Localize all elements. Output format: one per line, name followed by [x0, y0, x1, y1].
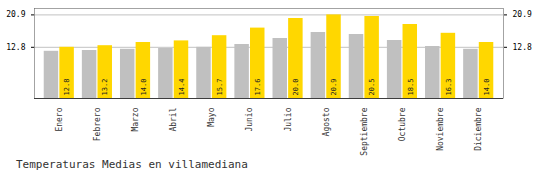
html-text:Temperaturas Medias en villame: Temperaturas Medias en villamediana — [16, 158, 248, 171]
svg-text:14.0: 14.0 — [140, 79, 148, 96]
svg-text:Junio: Junio — [245, 107, 254, 131]
svg-text:Agosto: Agosto — [322, 107, 331, 136]
svg-text:Enero: Enero — [55, 107, 64, 131]
svg-text:15.7: 15.7 — [216, 79, 224, 96]
svg-text:Marzo: Marzo — [131, 107, 140, 131]
svg-text:Abril: Abril — [169, 107, 178, 131]
svg-text:Febrero: Febrero — [93, 107, 102, 141]
svg-text:12.8: 12.8 — [6, 43, 25, 52]
svg-text:20.9: 20.9 — [330, 79, 338, 96]
svg-text:16.3: 16.3 — [445, 79, 453, 96]
svg-text:14.4: 14.4 — [178, 79, 186, 96]
svg-text:Julio: Julio — [284, 107, 293, 131]
svg-text:12.8: 12.8 — [63, 79, 71, 96]
svg-text:20.9: 20.9 — [513, 10, 532, 19]
svg-text:14.0: 14.0 — [483, 79, 491, 96]
svg-text:Noviembre: Noviembre — [436, 107, 445, 151]
svg-text:20.9: 20.9 — [6, 10, 25, 19]
svg-text:Septiembre: Septiembre — [360, 107, 369, 155]
svg-text:20.0: 20.0 — [292, 79, 300, 96]
svg-text:18.5: 18.5 — [407, 79, 415, 96]
svg-text:12.8: 12.8 — [513, 43, 532, 52]
svg-text:20.5: 20.5 — [368, 79, 376, 96]
svg-text:17.6: 17.6 — [254, 79, 262, 96]
svg-text:Diciembre: Diciembre — [474, 107, 483, 151]
svg-text:13.2: 13.2 — [101, 79, 109, 96]
svg-text:Octubre: Octubre — [398, 107, 407, 141]
svg-text:Mayo: Mayo — [207, 107, 216, 126]
